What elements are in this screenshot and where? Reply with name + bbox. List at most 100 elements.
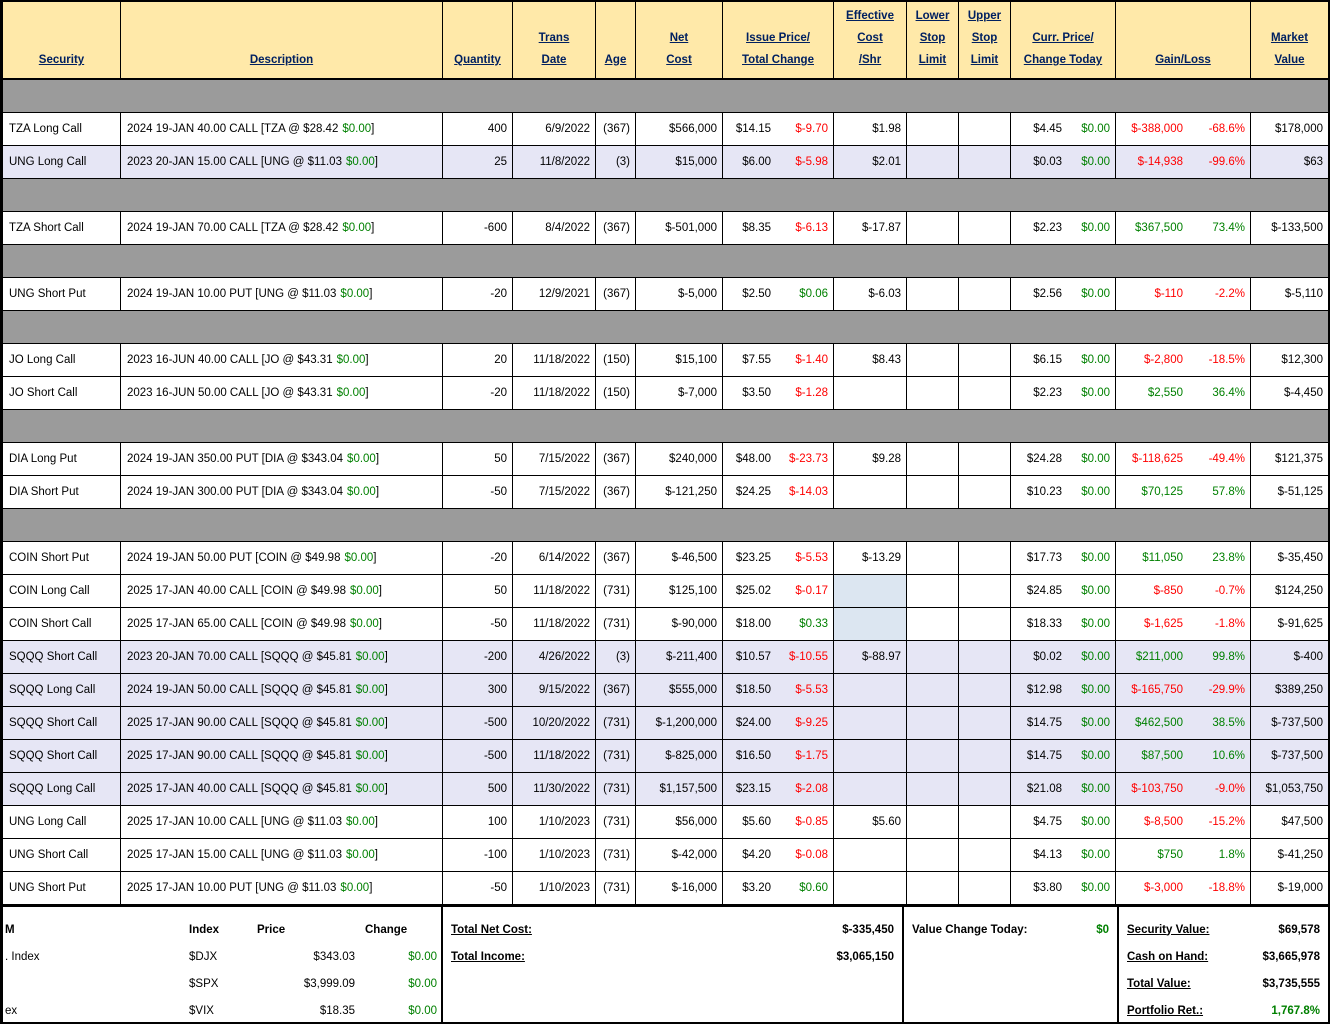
description-cell[interactable]: 2025 17-JAN 65.00 CALL [COIN @ $49.98 $0.… [121,608,443,640]
upper-stop-limit-cell[interactable] [959,674,1011,706]
change-today-cell[interactable]: $0.00 [1067,806,1116,838]
change-today-cell[interactable]: $0.00 [1067,641,1116,673]
issue-price-cell[interactable]: $18.00 [723,608,776,640]
upper-stop-limit-cell[interactable] [959,476,1011,508]
gain-loss-cell[interactable]: $2,550 [1116,377,1188,409]
effective-cost-cell[interactable]: $-17.87 [834,212,907,244]
net-cost-cell[interactable]: $566,000 [636,113,723,145]
effective-cost-cell[interactable]: $-13.29 [834,542,907,574]
total-change-cell[interactable]: $0.33 [776,608,834,640]
net-cost-cell[interactable]: $-121,250 [636,476,723,508]
trans-date-cell[interactable]: 11/8/2022 [513,146,596,178]
net-cost-cell[interactable]: $-825,000 [636,740,723,772]
curr-price-cell[interactable]: $2.23 [1011,377,1067,409]
security-cell[interactable]: DIA Long Put [3,443,121,475]
trans-date-cell[interactable]: 1/10/2023 [513,839,596,871]
market-value-cell[interactable]: $-4,450 [1251,377,1328,409]
age-cell[interactable]: (3) [596,641,636,673]
age-cell[interactable]: (3) [596,146,636,178]
security-cell[interactable]: UNG Short Call [3,839,121,871]
net-cost-cell[interactable]: $15,100 [636,344,723,376]
gain-loss-cell[interactable]: $-850 [1116,575,1188,607]
trans-date-cell[interactable]: 1/10/2023 [513,806,596,838]
change-today-cell[interactable]: $0.00 [1067,443,1116,475]
age-cell[interactable]: (150) [596,344,636,376]
upper-stop-limit-cell[interactable] [959,773,1011,805]
gain-loss-pct-cell[interactable]: -18.8% [1188,872,1251,904]
upper-stop-limit-cell[interactable] [959,839,1011,871]
effective-cost-cell[interactable] [834,674,907,706]
age-cell[interactable]: (150) [596,377,636,409]
total-change-cell[interactable]: $-5.53 [776,674,834,706]
quantity-cell[interactable]: -20 [443,542,513,574]
curr-price-cell[interactable]: $6.15 [1011,344,1067,376]
quantity-cell[interactable]: -500 [443,707,513,739]
age-cell[interactable]: (731) [596,608,636,640]
age-cell[interactable]: (367) [596,113,636,145]
curr-price-cell[interactable]: $4.13 [1011,839,1067,871]
lower-stop-limit-cell[interactable] [907,608,959,640]
gain-loss-pct-cell[interactable]: 73.4% [1188,212,1251,244]
description-cell[interactable]: 2024 19-JAN 50.00 CALL [SQQQ @ $45.81 $0.… [121,674,443,706]
effective-cost-cell[interactable] [834,872,907,904]
description-cell[interactable]: 2024 19-JAN 300.00 PUT [DIA @ $343.04 $0.… [121,476,443,508]
curr-price-cell[interactable]: $21.08 [1011,773,1067,805]
market-value-cell[interactable]: $124,250 [1251,575,1328,607]
total-change-cell[interactable]: $-9.25 [776,707,834,739]
issue-price-cell[interactable]: $8.35 [723,212,776,244]
gain-loss-pct-cell[interactable]: -18.5% [1188,344,1251,376]
issue-price-cell[interactable]: $4.20 [723,839,776,871]
security-cell[interactable]: JO Long Call [3,344,121,376]
description-cell[interactable]: 2025 17-JAN 90.00 CALL [SQQQ @ $45.81 $0.… [121,740,443,772]
age-cell[interactable]: (731) [596,773,636,805]
gain-loss-cell[interactable]: $750 [1116,839,1188,871]
upper-stop-limit-cell[interactable] [959,872,1011,904]
market-value-cell[interactable]: $-41,250 [1251,839,1328,871]
effective-cost-cell[interactable]: $2.01 [834,146,907,178]
lower-stop-limit-cell[interactable] [907,740,959,772]
change-today-cell[interactable]: $0.00 [1067,476,1116,508]
total-change-cell[interactable]: $-14.03 [776,476,834,508]
issue-price-cell[interactable]: $24.25 [723,476,776,508]
column-header-issue-price-total-change[interactable]: Issue Price/Total Change [723,2,834,78]
change-today-cell[interactable]: $0.00 [1067,707,1116,739]
curr-price-cell[interactable]: $10.23 [1011,476,1067,508]
lower-stop-limit-cell[interactable] [907,707,959,739]
trans-date-cell[interactable]: 10/20/2022 [513,707,596,739]
change-today-cell[interactable]: $0.00 [1067,872,1116,904]
issue-price-cell[interactable]: $48.00 [723,443,776,475]
trans-date-cell[interactable]: 9/15/2022 [513,674,596,706]
security-cell[interactable]: COIN Short Call [3,608,121,640]
gain-loss-pct-cell[interactable]: 23.8% [1188,542,1251,574]
security-cell[interactable]: COIN Short Put [3,542,121,574]
net-cost-cell[interactable]: $-46,500 [636,542,723,574]
trans-date-cell[interactable]: 1/10/2023 [513,872,596,904]
market-value-cell[interactable]: $-133,500 [1251,212,1328,244]
gain-loss-pct-cell[interactable]: 10.6% [1188,740,1251,772]
issue-price-cell[interactable]: $3.50 [723,377,776,409]
effective-cost-cell[interactable] [834,476,907,508]
security-cell[interactable]: SQQQ Long Call [3,674,121,706]
security-cell[interactable]: SQQQ Short Call [3,740,121,772]
age-cell[interactable]: (731) [596,707,636,739]
curr-price-cell[interactable]: $2.23 [1011,212,1067,244]
gain-loss-pct-cell[interactable]: -1.8% [1188,608,1251,640]
total-change-cell[interactable]: $-9.70 [776,113,834,145]
issue-price-cell[interactable]: $5.60 [723,806,776,838]
lower-stop-limit-cell[interactable] [907,542,959,574]
gain-loss-cell[interactable]: $70,125 [1116,476,1188,508]
upper-stop-limit-cell[interactable] [959,707,1011,739]
curr-price-cell[interactable]: $4.45 [1011,113,1067,145]
lower-stop-limit-cell[interactable] [907,344,959,376]
description-cell[interactable]: 2024 19-JAN 350.00 PUT [DIA @ $343.04 $0.… [121,443,443,475]
upper-stop-limit-cell[interactable] [959,575,1011,607]
gain-loss-pct-cell[interactable]: 57.8% [1188,476,1251,508]
issue-price-cell[interactable]: $25.02 [723,575,776,607]
effective-cost-cell[interactable]: $-6.03 [834,278,907,310]
gain-loss-cell[interactable]: $-14,938 [1116,146,1188,178]
lower-stop-limit-cell[interactable] [907,443,959,475]
column-header-description[interactable]: Description [121,2,443,78]
gain-loss-pct-cell[interactable]: 99.8% [1188,641,1251,673]
column-header-lower-stop-limit[interactable]: Lower Stop Limit [907,2,959,78]
age-cell[interactable]: (731) [596,740,636,772]
